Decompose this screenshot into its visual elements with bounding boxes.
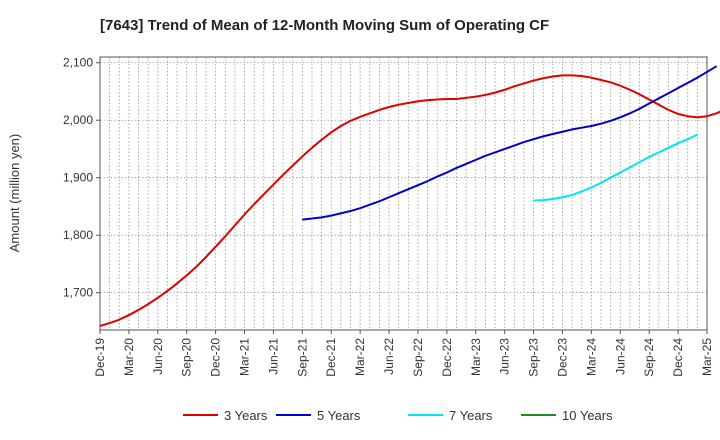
plot-area <box>99 56 708 331</box>
series-line-7-years <box>533 133 698 202</box>
x-tick-label: Jun-20 <box>151 338 165 375</box>
x-tick-label: Dec-20 <box>209 338 223 377</box>
y-tick-label: 1,900 <box>63 171 93 185</box>
x-tick-label: Jun-24 <box>613 338 627 375</box>
x-tick-label: Jun-23 <box>498 338 512 375</box>
x-tick-label: Mar-24 <box>584 338 598 376</box>
chart-title: [7643] Trend of Mean of 12-Month Moving … <box>100 17 549 34</box>
x-tick-label: Mar-25 <box>700 338 714 376</box>
x-tick-label: Mar-23 <box>469 338 483 376</box>
x-tick-label: Sep-22 <box>411 338 425 377</box>
y-tick-label: 2,100 <box>63 56 93 70</box>
legend-label: 3 Years <box>224 408 268 423</box>
y-tick-label: 2,000 <box>63 113 93 127</box>
x-tick-label: Sep-24 <box>642 338 656 377</box>
x-tick-label: Jun-21 <box>266 338 280 375</box>
x-tick-label: Sep-20 <box>180 338 194 377</box>
series-lines <box>99 65 720 327</box>
x-tick-label: Dec-23 <box>555 338 569 377</box>
x-tick-label: Sep-21 <box>295 338 309 377</box>
x-tick-label: Dec-19 <box>93 338 107 377</box>
x-tick-label: Dec-21 <box>324 338 338 377</box>
y-axis-title: Amount (million yen) <box>7 134 22 253</box>
y-axis: 1,700 1,800 1,900 2,000 2,100 <box>63 56 100 300</box>
legend-label: 5 Years <box>317 408 361 423</box>
legend-label: 7 Years <box>449 408 493 423</box>
x-tick-label: Jun-22 <box>382 338 396 375</box>
x-tick-label: Dec-22 <box>440 338 454 377</box>
x-axis: Dec-19 Mar-20 Jun-20 Sep-20 Dec-20 Mar-21 Jun-… <box>93 330 714 377</box>
legend: 3 Years 5 Years 7 Years 10 Years <box>183 408 613 423</box>
series-line-5-years <box>302 65 718 221</box>
grid <box>100 57 707 330</box>
series-line-3-years <box>99 74 720 327</box>
y-tick-label: 1,800 <box>63 228 93 242</box>
x-tick-label: Mar-21 <box>238 338 252 376</box>
y-tick-label: 1,700 <box>63 286 93 300</box>
x-tick-label: Mar-22 <box>353 338 367 376</box>
x-tick-label: Dec-24 <box>671 338 685 377</box>
x-tick-label: Mar-20 <box>122 338 136 376</box>
legend-label: 10 Years <box>562 408 613 423</box>
x-tick-label: Sep-23 <box>527 338 541 377</box>
